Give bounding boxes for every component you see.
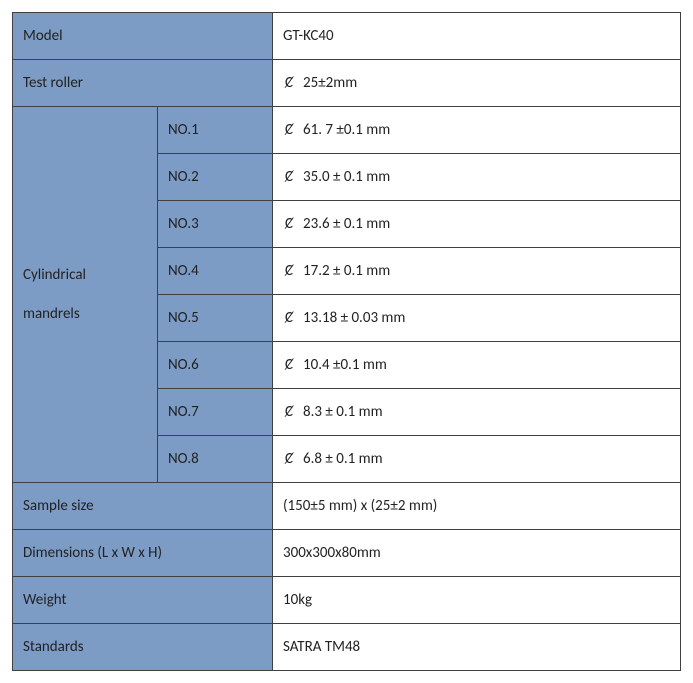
value-model: GT-KC40 — [273, 13, 681, 60]
value-text: 35.0 ± 0.1 mm — [303, 168, 390, 186]
mandrel-value: Ȼ 23.6 ± 0.1 mm — [273, 201, 681, 248]
table-row: Dimensions (L x W x H) 300x300x80mm — [13, 530, 681, 577]
label-line: mandrels — [23, 305, 80, 323]
mandrel-no: NO.6 — [158, 342, 273, 389]
diameter-icon: Ȼ — [283, 121, 295, 139]
value-text: 6.8 ± 0.1 mm — [303, 450, 383, 468]
mandrel-no: NO.8 — [158, 436, 273, 483]
diameter-icon: Ȼ — [283, 168, 295, 186]
table-row: Test roller Ȼ 25±2mm — [13, 60, 681, 107]
table-row: Cylindrical mandrels NO.1 Ȼ61. 7 ±0.1 mm — [13, 107, 681, 154]
mandrel-value: Ȼ 10.4 ±0.1 mm — [273, 342, 681, 389]
value-test-roller: Ȼ 25±2mm — [273, 60, 681, 107]
mandrel-no: NO.5 — [158, 295, 273, 342]
label-model: Model — [13, 13, 273, 60]
mandrel-value: Ȼ 61. 7 ±0.1 mm — [273, 107, 681, 154]
table-row: Sample size (150±5 mm) x (25±2 mm) — [13, 483, 681, 530]
value-sample-size: (150±5 mm) x (25±2 mm) — [273, 483, 681, 530]
mandrel-no: NO.2 — [158, 154, 273, 201]
label-line: Cylindrical — [23, 266, 86, 284]
value-text: 8.3 ± 0.1 mm — [303, 403, 383, 421]
mandrel-value: Ȼ 8.3 ± 0.1 mm — [273, 389, 681, 436]
value-text: 17.2 ± 0.1 mm — [303, 262, 390, 280]
label-test-roller: Test roller — [13, 60, 273, 107]
mandrel-value: Ȼ 17.2 ± 0.1 mm — [273, 248, 681, 295]
mandrel-no: NO.4 — [158, 248, 273, 295]
table-row: Weight 10kg — [13, 577, 681, 624]
mandrel-no: NO.3 — [158, 201, 273, 248]
label-dimensions: Dimensions (L x W x H) — [13, 530, 273, 577]
value-text: 13.18 ± 0.03 mm — [303, 309, 405, 327]
mandrel-value: Ȼ 35.0 ± 0.1 mm — [273, 154, 681, 201]
table-row: Standards SATRA TM48 — [13, 624, 681, 671]
value-text: 61. 7 ±0.1 mm — [303, 121, 390, 139]
label-weight: Weight — [13, 577, 273, 624]
diameter-icon: Ȼ — [283, 450, 295, 468]
table-row: Model GT-KC40 — [13, 13, 681, 60]
mandrel-value: Ȼ 13.18 ± 0.03 mm — [273, 295, 681, 342]
diameter-icon: Ȼ — [283, 403, 295, 421]
mandrel-no: NO.7 — [158, 389, 273, 436]
value-text: 10.4 ±0.1 mm — [303, 356, 387, 374]
spec-table: Model GT-KC40 Test roller Ȼ 25±2mm Cylind… — [12, 12, 681, 671]
mandrel-no: NO.1 — [158, 107, 273, 154]
diameter-icon: Ȼ — [283, 356, 295, 374]
diameter-icon: Ȼ — [283, 309, 295, 327]
diameter-icon: Ȼ — [283, 215, 295, 233]
value-standards: SATRA TM48 — [273, 624, 681, 671]
value-text: 23.6 ± 0.1 mm — [303, 215, 390, 233]
value-text: 25±2mm — [303, 74, 357, 92]
label-mandrels: Cylindrical mandrels — [13, 107, 158, 483]
value-dimensions: 300x300x80mm — [273, 530, 681, 577]
diameter-icon: Ȼ — [283, 262, 295, 280]
value-weight: 10kg — [273, 577, 681, 624]
label-sample-size: Sample size — [13, 483, 273, 530]
diameter-icon: Ȼ — [283, 74, 295, 92]
label-standards: Standards — [13, 624, 273, 671]
mandrel-value: Ȼ 6.8 ± 0.1 mm — [273, 436, 681, 483]
